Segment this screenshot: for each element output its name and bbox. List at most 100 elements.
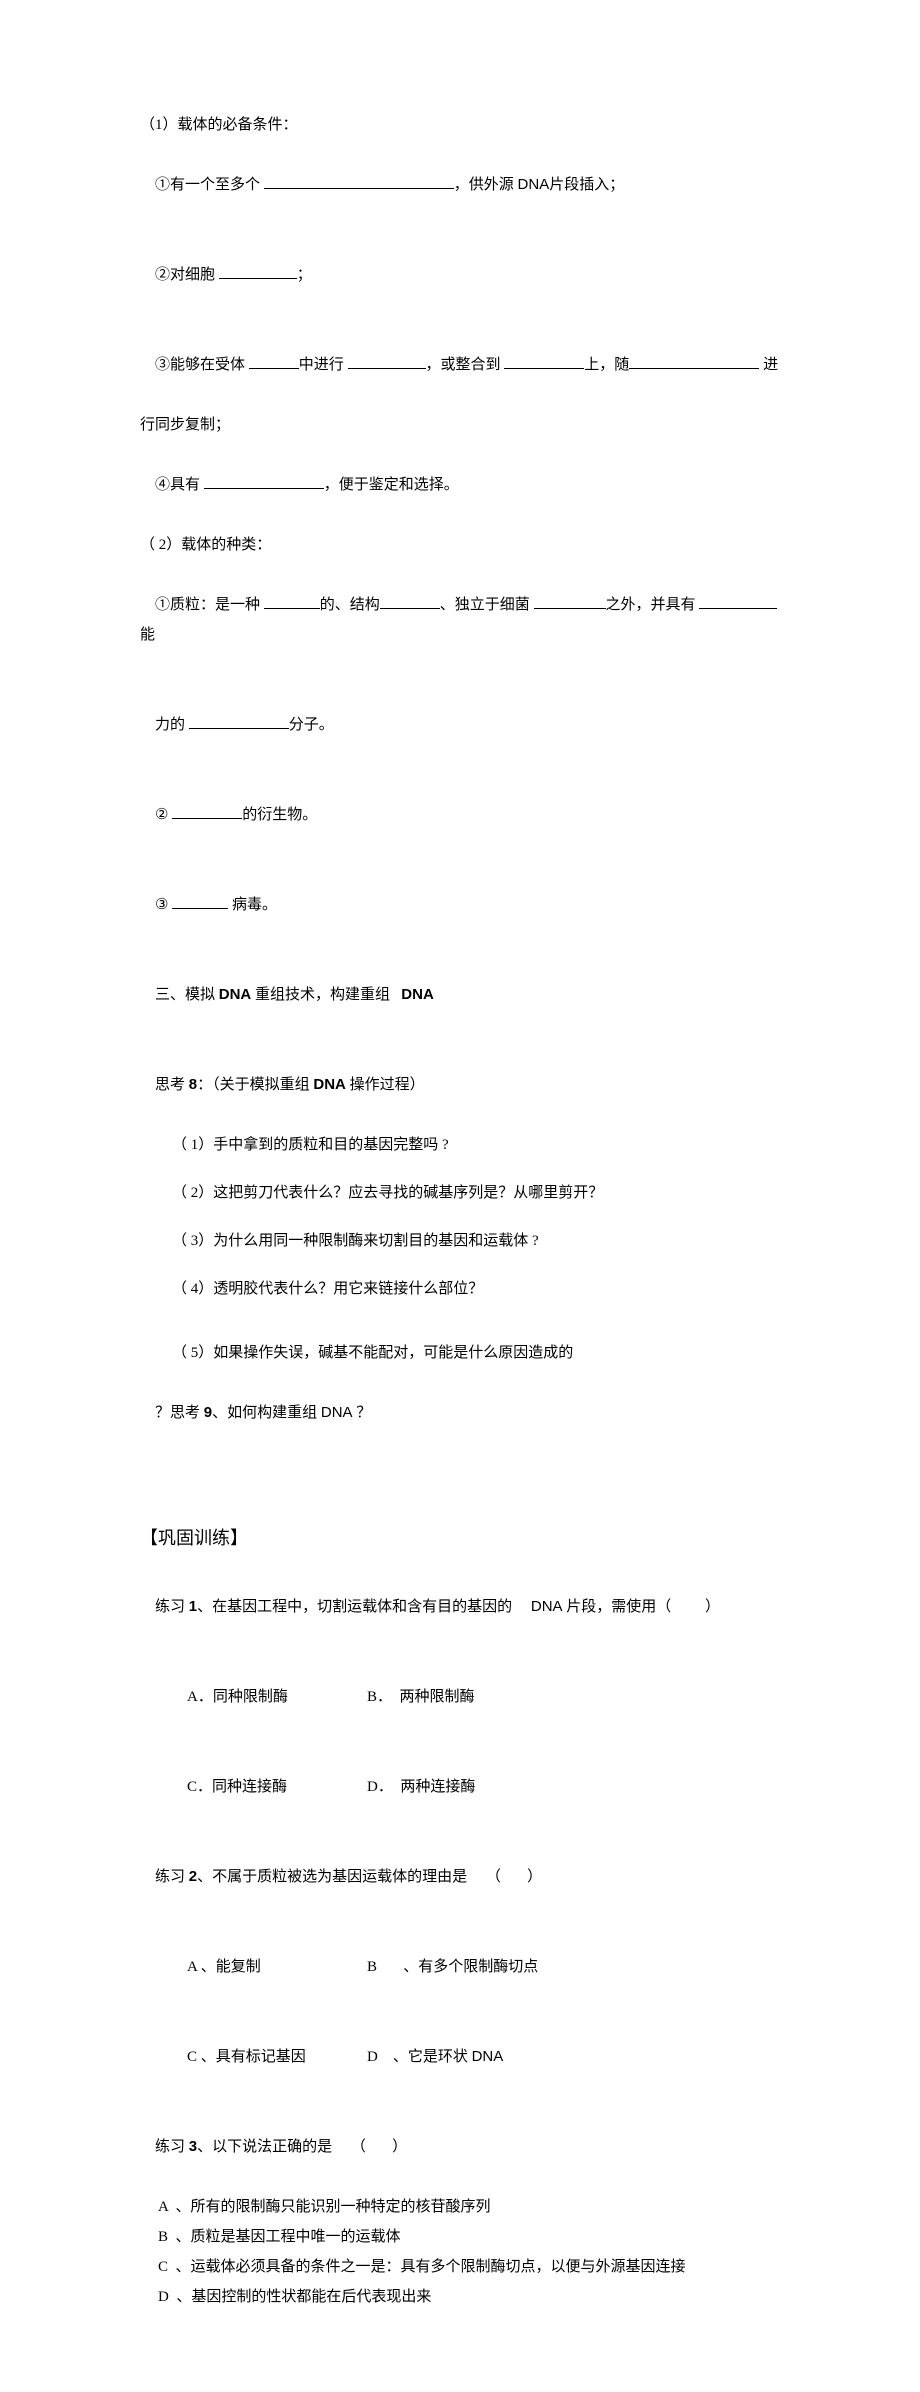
- option-b: B 、有多个限制酶切点: [367, 1959, 538, 1975]
- text: ；: [297, 267, 312, 283]
- option-c: C 、具有标记基因: [187, 2042, 367, 2072]
- s2-item-3: ③ 病毒。: [140, 860, 790, 950]
- blank: [699, 592, 777, 610]
- text: 、在基因工程中，切割运载体和含有目的基因的: [197, 1599, 531, 1615]
- text: ③: [155, 897, 172, 913]
- text: ，供外源: [454, 177, 518, 193]
- text: 重组技术，构建重组: [251, 987, 401, 1003]
- option-d: D 、它是环状: [367, 2049, 472, 2065]
- practice-1: 练习 1、在基因工程中，切割运载体和含有目的基因的 DNA 片段，需使用（ ）: [140, 1562, 790, 1652]
- text: 练习: [155, 1599, 189, 1615]
- s1-item-3: ③能够在受体 中进行 ，或整合到 上，随 进: [140, 320, 790, 410]
- p1-options-row2: C．同种连接酶D． 两种连接酶: [140, 1742, 790, 1832]
- spacer: [140, 1492, 790, 1510]
- text: 片段，需使用（ ）: [563, 1599, 721, 1615]
- num: 3: [189, 2138, 197, 2155]
- text: 中进行: [299, 357, 348, 373]
- option-d: D． 两种连接酶: [367, 1779, 475, 1795]
- spacer: [140, 1256, 790, 1274]
- s1-item-1: ①有一个至多个 ，供外源 DNA片段插入；: [140, 140, 790, 230]
- text: 的、结构: [320, 597, 380, 613]
- s2-item-2: ② 的衍生物。: [140, 770, 790, 860]
- dna-label: DNA: [531, 1598, 563, 1615]
- q1: （ 1）手中拿到的质粒和目的基因完整吗 ?: [140, 1130, 790, 1160]
- option-a: A 、能复制: [187, 1952, 367, 1982]
- s1-item-3b: 行同步复制；: [140, 410, 790, 440]
- text: 进: [759, 357, 778, 373]
- text: 、以下说法正确的是 （ ）: [197, 2139, 407, 2155]
- blank: [534, 592, 606, 610]
- text: ？: [353, 1405, 372, 1421]
- q4: （ 4）透明胶代表什么？用它来链接什么部位？: [140, 1274, 790, 1304]
- p3-option-a: A 、所有的限制酶只能识别一种特定的核苷酸序列: [140, 2192, 790, 2222]
- text: ①质粒：是一种: [155, 597, 264, 613]
- text: 练习: [155, 2139, 189, 2155]
- s1-item-2: ②对细胞 ；: [140, 230, 790, 320]
- option-a: A．同种限制酶: [187, 1682, 367, 1712]
- text: 之外，并具有: [606, 597, 700, 613]
- practice-2: 练习 2、不属于质粒被选为基因运载体的理由是 （ ）: [140, 1832, 790, 1922]
- text: ？思考: [155, 1405, 204, 1421]
- text: ③能够在受体: [155, 357, 249, 373]
- text: 上，随: [584, 357, 629, 373]
- text: 练习: [155, 1869, 189, 1885]
- practice-3: 练习 3、以下说法正确的是 （ ）: [140, 2102, 790, 2192]
- blank: [348, 352, 426, 370]
- q5: （ 5）如果操作失误，碱基不能配对，可能是什么原因造成的: [140, 1338, 790, 1368]
- text: 、独立于细菌: [440, 597, 534, 613]
- blank: [204, 472, 324, 490]
- text: 片段插入；: [549, 177, 624, 193]
- p3-option-c: C 、运载体必须具备的条件之一是：具有多个限制酶切点，以便与外源基因连接: [140, 2252, 790, 2282]
- num: 2: [189, 1868, 197, 1885]
- p1-options-row1: A．同种限制酶B． 两种限制酶: [140, 1652, 790, 1742]
- spacer: [140, 1208, 790, 1226]
- num: 9: [204, 1404, 212, 1421]
- text: 病毒。: [228, 897, 277, 913]
- q2: （ 2）这把剪刀代表什么？应去寻找的碱基序列是？从哪里剪开？: [140, 1178, 790, 1208]
- text: 操作过程）: [346, 1077, 425, 1093]
- dna-label: DNA: [472, 2048, 504, 2065]
- blank: [172, 802, 242, 820]
- blank: [629, 352, 759, 370]
- think-8: 思考 8：（关于模拟重组 DNA 操作过程）: [140, 1040, 790, 1130]
- s2-item-1b: 力的 分子。: [140, 680, 790, 770]
- p2-options-row1: A 、能复制B 、有多个限制酶切点: [140, 1922, 790, 2012]
- text: ④具有: [155, 477, 204, 493]
- text: 的衍生物。: [242, 807, 317, 823]
- option-b: B． 两种限制酶: [367, 1689, 475, 1705]
- text: ②: [155, 807, 172, 823]
- dna-label: DNA: [321, 1404, 353, 1421]
- blank: [172, 892, 228, 910]
- s2-item-1: ①质粒：是一种 的、结构、独立于细菌 之外，并具有 能: [140, 560, 790, 680]
- text: 力的: [155, 717, 189, 733]
- q3: （ 3）为什么用同一种限制酶来切割目的基因和运载体 ?: [140, 1226, 790, 1256]
- text: 分子。: [289, 717, 334, 733]
- p2-options-row2: C 、具有标记基因D 、它是环状 DNA: [140, 2012, 790, 2102]
- blank: [264, 172, 454, 190]
- training-title: 【巩固训练】: [140, 1520, 790, 1556]
- dna-label: DNA: [518, 176, 550, 193]
- text: 三、模拟: [155, 987, 219, 1003]
- num: 8: [189, 1076, 197, 1093]
- text: ，便于鉴定和选择。: [324, 477, 459, 493]
- dna-label: DNA: [313, 1076, 346, 1093]
- section-1-title: （1）载体的必备条件：: [140, 110, 790, 140]
- blank: [249, 352, 299, 370]
- dna-label: DNA: [219, 986, 252, 1003]
- text: 、不属于质粒被选为基因运载体的理由是 （ ）: [197, 1869, 542, 1885]
- think-9: ？思考 9、如何构建重组 DNA ？: [140, 1368, 790, 1458]
- spacer: [140, 1160, 790, 1178]
- section-3-title: 三、模拟 DNA 重组技术，构建重组 DNA: [140, 950, 790, 1040]
- text: 思考: [155, 1077, 189, 1093]
- blank: [189, 712, 289, 730]
- text: ，或整合到: [426, 357, 505, 373]
- p3-option-d: D 、基因控制的性状都能在后代表现出来: [140, 2282, 790, 2312]
- text: ②对细胞: [155, 267, 219, 283]
- spacer: [140, 1458, 790, 1492]
- num: 1: [189, 1598, 197, 1615]
- text: ：（关于模拟重组: [197, 1077, 313, 1093]
- blank: [504, 352, 584, 370]
- text: ①有一个至多个: [155, 177, 264, 193]
- blank: [264, 592, 320, 610]
- s1-item-4: ④具有 ，便于鉴定和选择。: [140, 440, 790, 530]
